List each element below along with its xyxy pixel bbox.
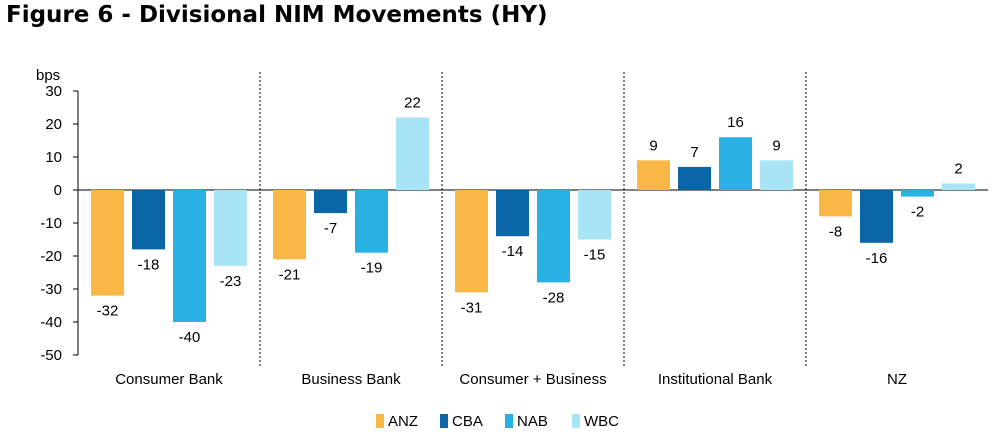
y-tick-label: 30 (45, 83, 62, 100)
data-label: 16 (727, 114, 744, 131)
data-label: 9 (772, 137, 780, 154)
bar (273, 190, 306, 260)
data-label: -21 (279, 266, 301, 283)
data-label: -32 (97, 303, 119, 320)
y-axis-label: bps (36, 67, 60, 84)
x-category-label: Consumer + Business (459, 371, 606, 388)
x-category-label: Consumer Bank (115, 371, 223, 388)
y-tick-label: -20 (40, 248, 62, 265)
y-tick-label: -30 (40, 281, 62, 298)
legend-label: WBC (584, 413, 619, 430)
y-tick-label: 20 (45, 116, 62, 133)
bar (578, 190, 611, 240)
y-tick-label: -40 (40, 314, 62, 331)
data-label: -18 (138, 256, 160, 273)
bar (396, 117, 429, 190)
legend-swatch (376, 414, 384, 428)
bar (719, 137, 752, 190)
bar (637, 160, 670, 190)
y-tick-label: -10 (40, 215, 62, 232)
legend-label: ANZ (388, 413, 418, 430)
bar (942, 183, 975, 190)
legend-swatch (572, 414, 580, 428)
data-label: -23 (220, 273, 242, 290)
bars: -32 -18 -40 -23 -21 -7 -19 22 -31 -14 -28 -15 9 7 16 9 -… (91, 94, 975, 346)
data-label: -19 (361, 260, 383, 277)
bar (455, 190, 488, 293)
bar (91, 190, 124, 296)
data-label: -2 (911, 204, 924, 221)
y-tick-label: -50 (40, 347, 62, 364)
bar (355, 190, 388, 253)
x-category-label: Institutional Bank (658, 371, 773, 388)
bar (678, 166, 711, 190)
data-label: -40 (179, 329, 201, 346)
axes: 30 20 10 0 -10 -20 -30 -40 -50 Consumer Bank Busin… (40, 72, 988, 388)
legend: ANZ CBA NAB WBC (376, 413, 619, 430)
data-label: 2 (954, 160, 962, 177)
legend-swatch (440, 414, 448, 428)
data-label: -8 (829, 223, 842, 240)
data-label: -14 (502, 243, 524, 260)
data-label: -7 (324, 220, 337, 237)
x-category-label: NZ (887, 371, 907, 388)
data-label: -31 (461, 299, 483, 316)
data-label: 9 (649, 137, 657, 154)
bar (132, 190, 165, 250)
y-tick-label: 10 (45, 149, 62, 166)
data-label: -16 (866, 250, 888, 267)
bar (314, 190, 347, 214)
data-label: -15 (584, 247, 606, 264)
bar (214, 190, 247, 266)
bar (760, 160, 793, 190)
bar (173, 190, 206, 322)
legend-swatch (505, 414, 513, 428)
chart-title: Figure 6 - Divisional NIM Movements (HY) (6, 2, 548, 28)
bar (496, 190, 529, 237)
data-label: -28 (543, 289, 565, 306)
y-tick-label: 0 (54, 182, 62, 199)
legend-label: CBA (452, 413, 483, 430)
bar (860, 190, 893, 243)
bar (537, 190, 570, 283)
x-category-label: Business Bank (301, 371, 401, 388)
bar (819, 190, 852, 217)
bar (901, 190, 934, 197)
legend-label: NAB (517, 413, 548, 430)
data-label: 22 (404, 94, 421, 111)
data-label: 7 (690, 144, 698, 161)
